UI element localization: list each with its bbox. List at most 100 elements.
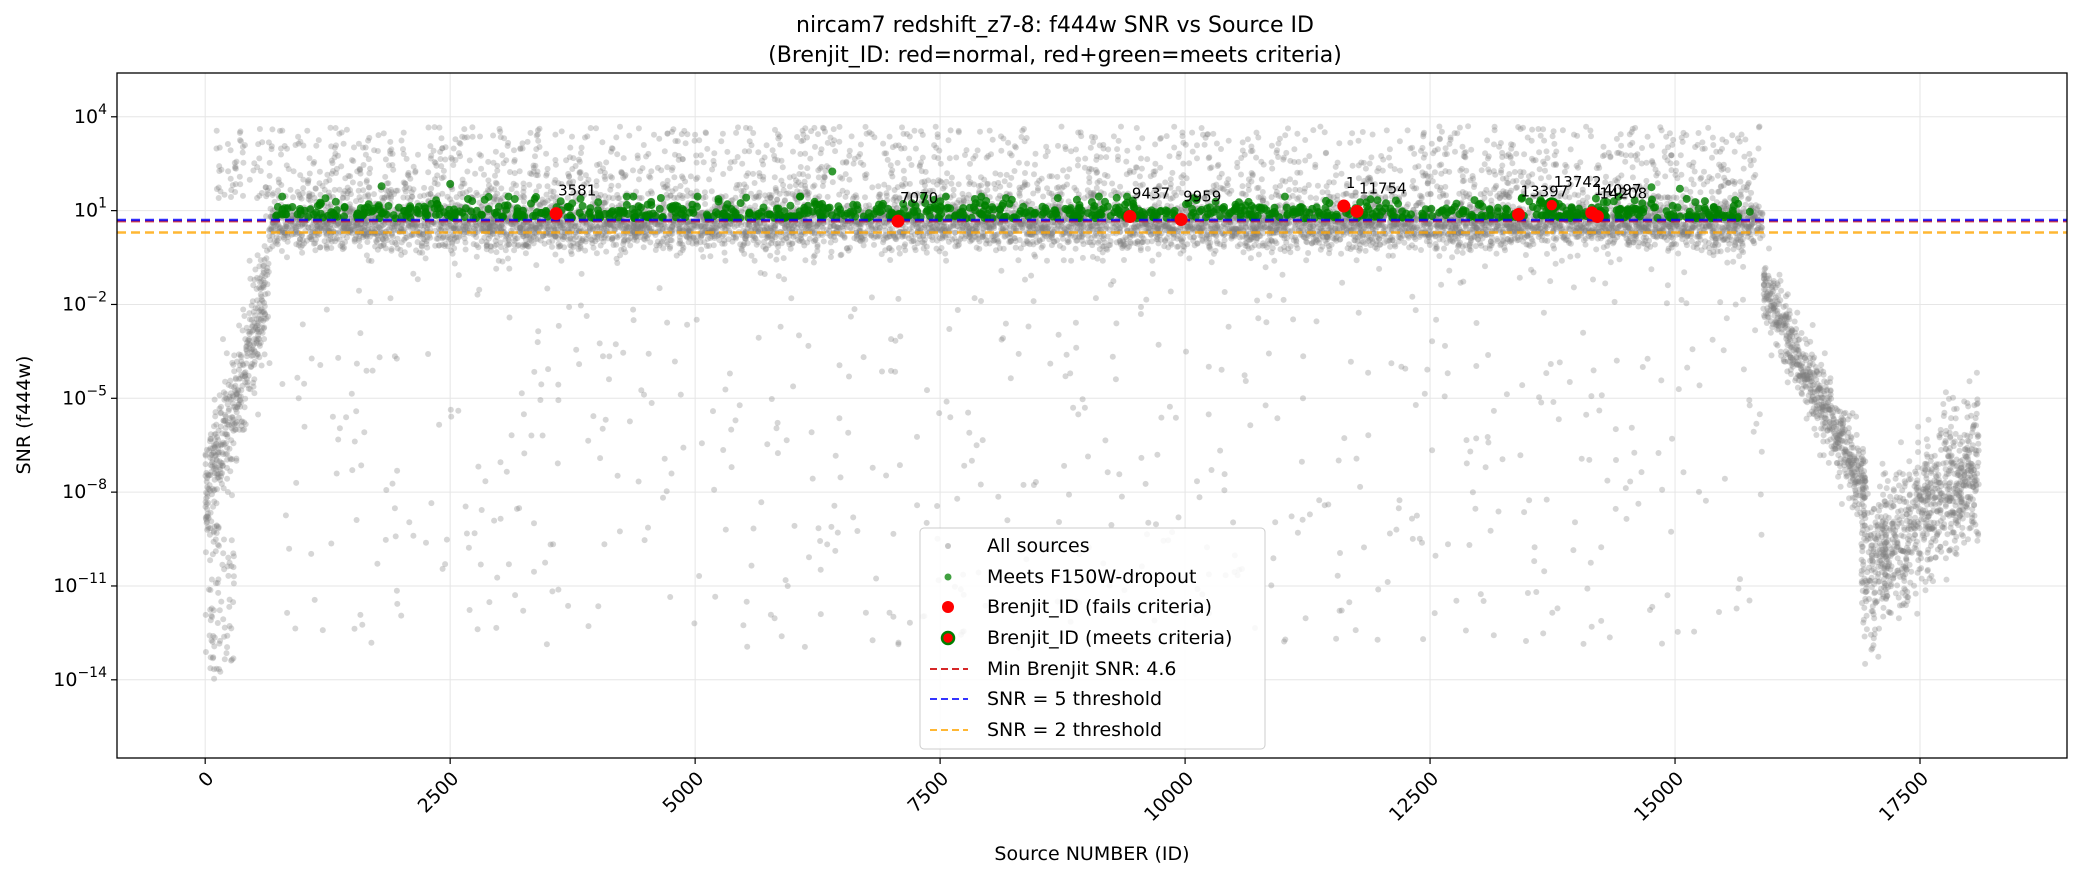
source-point <box>294 229 301 236</box>
source-point <box>522 236 529 243</box>
source-point <box>1400 232 1407 239</box>
source-point <box>1500 238 1507 245</box>
source-point <box>1721 198 1728 205</box>
source-point <box>385 194 392 201</box>
source-point <box>1455 235 1462 242</box>
source-point <box>502 236 509 243</box>
source-point <box>1204 223 1211 230</box>
source-point <box>746 221 753 228</box>
source-point <box>689 240 696 247</box>
source-point <box>1737 238 1744 245</box>
source-point <box>786 241 793 248</box>
source-point <box>1054 237 1061 244</box>
source-point <box>461 219 468 226</box>
source-point <box>1155 240 1162 247</box>
source-point <box>308 236 315 243</box>
source-point <box>502 247 509 254</box>
source-point <box>1049 230 1056 237</box>
source-point <box>988 233 995 240</box>
source-point <box>1255 194 1262 201</box>
source-point <box>719 225 726 231</box>
source-point <box>1313 195 1320 202</box>
source-point <box>789 240 795 247</box>
source-point <box>1413 216 1420 223</box>
source-point <box>871 241 877 248</box>
source-point <box>1076 221 1083 228</box>
source-point <box>973 244 980 251</box>
source-point <box>451 224 458 231</box>
source-point <box>1038 223 1045 230</box>
source-point <box>1695 233 1702 240</box>
source-point <box>1185 223 1192 230</box>
source-point <box>1272 238 1279 245</box>
source-point <box>1099 243 1106 250</box>
source-point <box>635 224 642 231</box>
source-point <box>1099 257 1106 264</box>
source-point <box>1550 235 1557 242</box>
source-point <box>418 222 425 229</box>
source-point <box>1015 257 1022 264</box>
source-point <box>1175 243 1182 250</box>
source-point <box>1242 242 1249 249</box>
source-point <box>1739 236 1746 243</box>
source-point <box>1132 224 1139 231</box>
source-point <box>1326 224 1333 231</box>
source-point <box>896 250 903 257</box>
source-point <box>1588 233 1595 240</box>
source-point <box>921 222 928 229</box>
source-point <box>1541 222 1548 229</box>
source-point <box>1121 242 1128 249</box>
source-point <box>561 225 568 232</box>
source-point <box>601 223 608 230</box>
source-point <box>517 224 524 231</box>
source-point <box>814 243 821 250</box>
source-point <box>1609 232 1616 238</box>
source-point <box>1303 257 1310 264</box>
source-point <box>289 213 295 220</box>
source-point <box>1287 228 1293 235</box>
source-point <box>1517 222 1524 229</box>
source-point <box>976 245 983 252</box>
source-point <box>1651 241 1658 248</box>
source-point <box>952 229 959 236</box>
source-point <box>1416 222 1423 229</box>
source-point <box>1563 236 1570 243</box>
source-point <box>1551 222 1558 229</box>
source-point <box>811 238 817 245</box>
source-point <box>1338 250 1345 257</box>
source-point <box>1164 221 1171 228</box>
source-point <box>300 185 307 192</box>
source-point <box>847 244 853 251</box>
source-point <box>323 221 330 228</box>
source-point <box>1748 235 1755 242</box>
source-point <box>877 224 884 231</box>
source-point <box>1024 221 1031 228</box>
source-point <box>638 224 645 231</box>
source-point <box>1011 225 1017 232</box>
source-point <box>1671 240 1678 247</box>
source-point <box>1197 232 1204 239</box>
source-point <box>1647 210 1654 217</box>
source-point <box>1362 240 1369 247</box>
source-point <box>1602 226 1609 233</box>
source-point <box>424 224 431 231</box>
source-point <box>357 225 364 232</box>
source-point <box>763 224 770 231</box>
source-point <box>1341 222 1348 229</box>
source-point <box>748 226 755 233</box>
source-point <box>1566 239 1573 246</box>
source-point <box>437 223 444 230</box>
source-point <box>1550 242 1557 249</box>
source-point <box>1300 233 1307 240</box>
source-point <box>902 241 909 248</box>
source-point <box>896 195 903 202</box>
source-point <box>1369 226 1376 233</box>
source-point <box>1755 203 1762 210</box>
source-point <box>1266 232 1273 239</box>
source-point <box>620 241 627 247</box>
source-point <box>552 251 559 258</box>
source-point <box>1161 223 1168 230</box>
source-point <box>801 223 808 230</box>
source-point <box>1665 247 1672 254</box>
